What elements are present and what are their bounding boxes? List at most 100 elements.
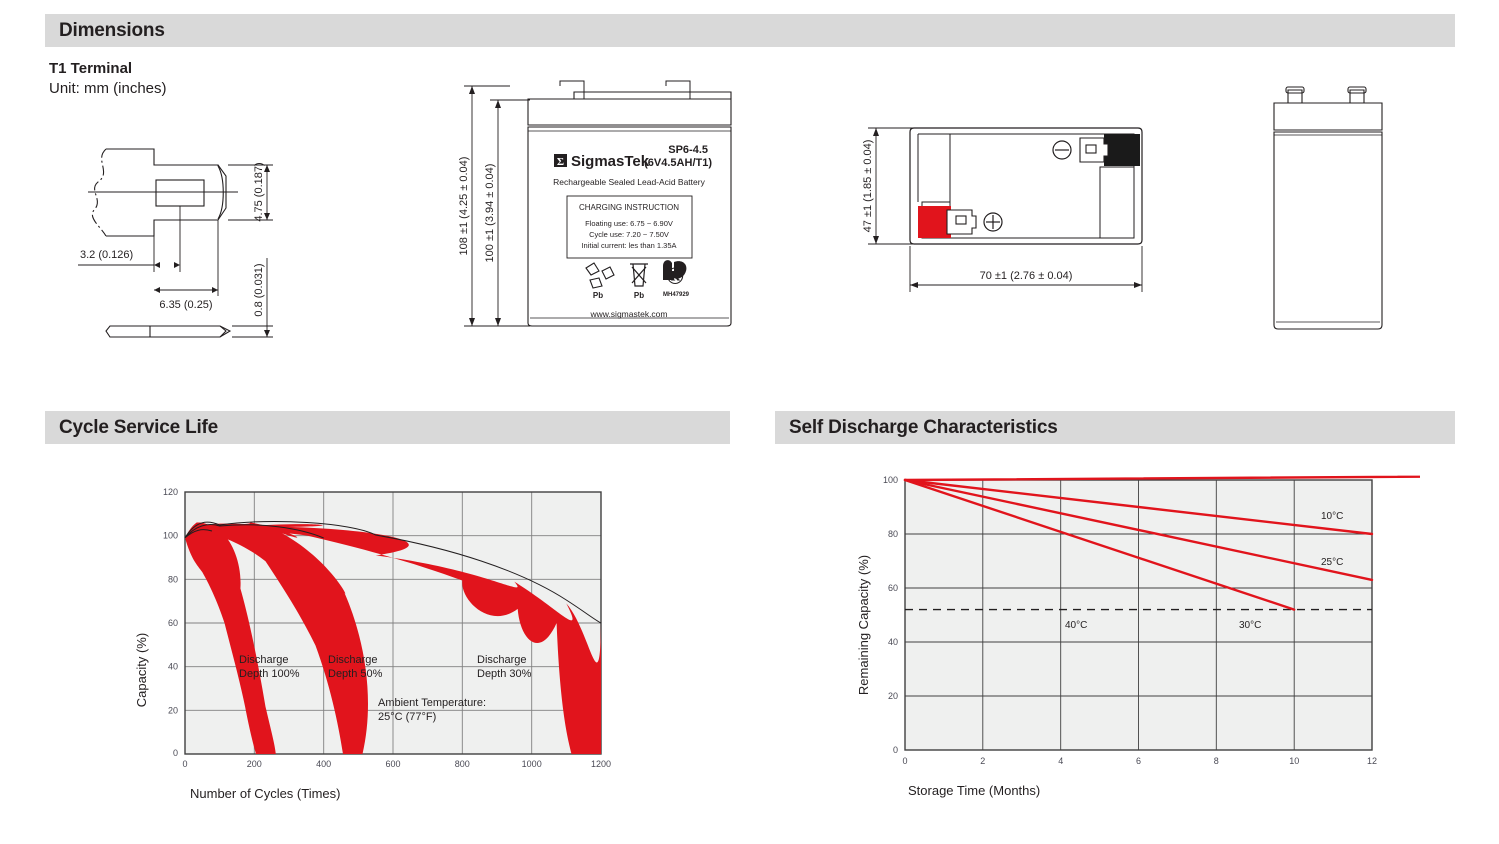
svg-text:1200: 1200 [591, 759, 611, 769]
temp-label-10c: 10°C [1321, 511, 1343, 522]
positive-terminal-block [918, 206, 951, 238]
section-title: Cycle Service Life [59, 416, 219, 438]
wheelie-pb-label: Pb [634, 291, 644, 300]
temp-label-30c: 30°C [1239, 620, 1261, 631]
annotation-depth-100-line1: Discharge [239, 654, 289, 666]
svg-text:0: 0 [902, 756, 907, 766]
section-header-cycle-service-life: Cycle Service Life [45, 411, 730, 444]
recycle-pb-label: Pb [593, 291, 603, 300]
dim-battery-case-height: 100 ±1 (3.94 ± 0.04) [484, 164, 496, 263]
ul-mark-icon: ® [663, 260, 687, 290]
dim-battery-width: 70 ±1 (2.76 ± 0.04) [980, 270, 1073, 282]
model-number: SP6-4.5 [668, 144, 708, 156]
curve-depth-100 [185, 522, 276, 754]
battery-type-text: Rechargeable Sealed Lead-Acid Battery [553, 177, 705, 187]
negative-terminal-block [1104, 134, 1140, 166]
curve-40c [903, 475, 1420, 482]
charging-instruction-box [566, 195, 693, 259]
wheelie-bin-icon [630, 263, 648, 287]
dim-terminal-height: 4.75 (0.187) [253, 162, 265, 221]
svg-text:80: 80 [888, 529, 898, 539]
dim-terminal-thickness: 0.8 (0.031) [253, 263, 265, 316]
curve-25c [903, 478, 1374, 582]
svg-text:60: 60 [888, 583, 898, 593]
dim-terminal-offset: 3.2 (0.126) [80, 249, 133, 261]
annotation-ambient-line1: Ambient Temperature: [378, 697, 486, 709]
annotation-ambient-line2: 25°C (77°F) [378, 711, 436, 723]
temperature-curves [903, 475, 1420, 611]
section-title: Self Discharge Characteristics [789, 416, 1058, 438]
svg-text:40: 40 [888, 637, 898, 647]
charging-line-2: Cycle use: 7.20 ~ 7.50V [589, 230, 669, 239]
battery-side-view [1273, 86, 1383, 330]
cycle-y-axis-label: Capacity (%) [134, 633, 149, 707]
website-text: www.sigmastek.com [590, 309, 668, 319]
svg-text:8: 8 [1214, 756, 1219, 766]
curve-10c [903, 478, 1374, 536]
battery-top-view: 47 ±1 (1.85 ± 0.04) [862, 127, 1143, 292]
y-tick-labels: 0 20 40 60 80 100 120 [163, 487, 178, 758]
svg-text:100: 100 [883, 475, 898, 485]
svg-text:12: 12 [1367, 756, 1377, 766]
t1-terminal-drawing: 4.75 (0.187) 3.2 (0.126) 6.35 (0.25) [78, 148, 273, 338]
svg-text:40: 40 [168, 662, 178, 672]
battery-front-view: 108 ±1 (4.25 ± 0.04) 100 ±1 (3.94 ± 0.04… [458, 80, 732, 327]
grid-lines [905, 480, 1372, 750]
model-spec: (6V4.5AH/T1) [644, 157, 712, 169]
annotation-depth-30-line1: Discharge [477, 654, 527, 666]
annotation-depth-50-line1: Discharge [328, 654, 378, 666]
positive-terminal-tab [946, 209, 977, 235]
ul-file-number: MH47929 [663, 292, 690, 298]
temp-label-40c: 40°C [1065, 620, 1087, 631]
svg-text:20: 20 [168, 705, 178, 715]
svg-text:4: 4 [1058, 756, 1063, 766]
dim-battery-depth: 47 ±1 (1.85 ± 0.04) [862, 140, 874, 233]
annotation-depth-100-line2: Depth 100% [239, 668, 300, 680]
svg-text:10: 10 [1289, 756, 1299, 766]
cycle-service-life-chart: 0 20 40 60 80 100 120 0 200 400 600 800 … [134, 487, 611, 801]
svg-text:80: 80 [168, 574, 178, 584]
svg-text:200: 200 [247, 759, 262, 769]
section-header-dimensions: Dimensions [45, 14, 1455, 47]
charging-line-3: Initial current: les than 1.35A [581, 241, 676, 250]
unit-note: Unit: mm (inches) [49, 80, 167, 97]
recycle-icon [585, 262, 615, 289]
positive-symbol-icon [983, 212, 1003, 232]
charging-line-1: Floating use: 6.75 ~ 6.90V [585, 219, 673, 228]
cycle-x-axis-label: Number of Cycles (Times) [190, 786, 340, 801]
y-tick-labels: 0 20 40 60 80 100 [883, 475, 898, 755]
brand-mark-square [554, 154, 567, 167]
svg-text:2: 2 [980, 756, 985, 766]
brand-sigma-glyph: Σ [557, 156, 564, 168]
section-header-self-discharge: Self Discharge Characteristics [775, 411, 1455, 444]
plot-frame [904, 479, 1373, 751]
curve-30c [903, 478, 1296, 611]
negative-symbol-icon [1052, 140, 1072, 160]
x-tick-labels: 0 200 400 600 800 1000 1200 [182, 759, 611, 769]
svg-text:100: 100 [163, 531, 178, 541]
svg-text:0: 0 [173, 748, 178, 758]
x-tick-labels: 0 2 4 6 8 10 12 [902, 756, 1377, 766]
svg-text:0: 0 [182, 759, 187, 769]
brand-name: SigmasTek [571, 153, 650, 170]
dim-battery-total-height: 108 ±1 (4.25 ± 0.04) [458, 157, 470, 256]
annotation-depth-30-line2: Depth 30% [477, 668, 532, 680]
dim-terminal-width: 6.35 (0.25) [159, 299, 212, 311]
svg-text:0: 0 [893, 745, 898, 755]
curve-depth-50 [185, 522, 368, 754]
svg-text:60: 60 [168, 618, 178, 628]
svg-text:400: 400 [316, 759, 331, 769]
self-discharge-chart: 10°C 25°C 30°C 40°C 0 20 40 60 80 100 0 … [856, 475, 1420, 798]
temp-label-25c: 25°C [1321, 557, 1343, 568]
svg-text:800: 800 [455, 759, 470, 769]
svg-text:120: 120 [163, 487, 178, 497]
svg-text:20: 20 [888, 691, 898, 701]
svg-text:6: 6 [1136, 756, 1141, 766]
svg-text:600: 600 [385, 759, 400, 769]
self-y-axis-label: Remaining Capacity (%) [856, 555, 871, 695]
annotation-depth-50-line2: Depth 50% [328, 668, 383, 680]
svg-text:1000: 1000 [522, 759, 542, 769]
discharge-curves [184, 521, 602, 754]
t1-terminal-title: T1 Terminal [49, 60, 133, 77]
